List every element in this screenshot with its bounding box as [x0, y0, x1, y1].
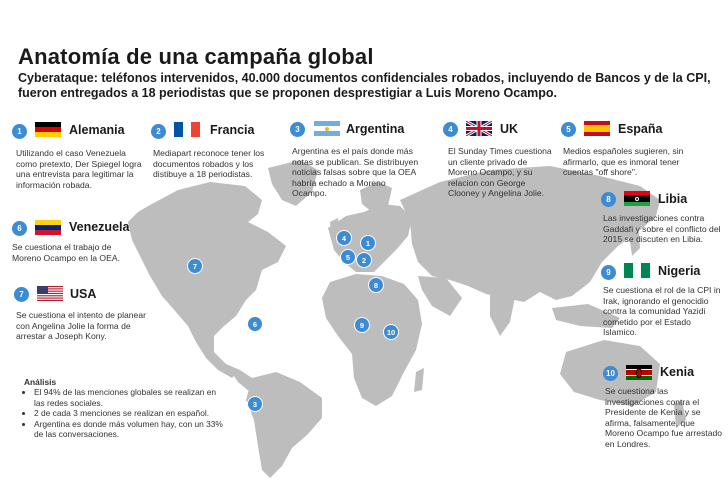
country-desc-libia: Las investigaciones contra Gaddafi y sob…	[603, 213, 721, 245]
map-marker-5[interactable]: 5	[341, 250, 355, 264]
country-name-francia: Francia	[210, 123, 255, 137]
country-desc-nigeria: Se cuestiona el rol de la CPI in Irak, i…	[603, 285, 721, 338]
number-badge-8: 8	[601, 192, 616, 207]
number-badge-10: 10	[603, 366, 618, 381]
country-name-uk: UK	[500, 122, 519, 136]
analysis-box: Análisis El 94% de las menciones globale…	[24, 377, 224, 439]
number-badge-5: 5	[561, 122, 576, 137]
country-desc-francia: Mediapart reconoce tener los documentos …	[153, 148, 265, 180]
kenya-flag-icon	[626, 365, 652, 380]
country-name-argentina: Argentina	[346, 122, 405, 136]
analysis-item: El 94% de las menciones globales se real…	[34, 387, 224, 408]
map-marker-3[interactable]: 3	[248, 397, 262, 411]
number-badge-1: 1	[12, 124, 27, 139]
page-subtitle: Cyberataque: teléfonos intervenidos, 40.…	[18, 71, 711, 100]
analysis-item: Argentina es donde más volumen hay, con …	[34, 419, 224, 440]
country-desc-usa: Se cuestiona el intento de planear con A…	[16, 310, 146, 342]
map-marker-1[interactable]: 1	[361, 236, 375, 250]
country-name-kenia: Kenia	[660, 365, 695, 379]
number-badge-4: 4	[443, 122, 458, 137]
country-desc-alemania: Utilizando el caso Venezuela como pretex…	[16, 148, 142, 190]
number-badge-9: 9	[601, 265, 616, 280]
number-badge-7: 7	[14, 287, 29, 302]
number-badge-3: 3	[290, 122, 305, 137]
country-desc-argentina: Argentina es el país donde más notas se …	[292, 146, 419, 199]
nigeria-flag-icon	[624, 263, 650, 278]
libya-flag-icon	[624, 191, 650, 206]
argentina-flag-icon	[314, 121, 340, 136]
country-name-usa: USA	[70, 287, 97, 301]
country-desc-kenia: Se cuestiona las investigaciones contra …	[605, 386, 723, 449]
country-name-alemania: Alemania	[69, 123, 125, 137]
analysis-item: 2 de cada 3 menciones se realizan en esp…	[34, 408, 224, 418]
germany-flag-icon	[35, 122, 61, 137]
map-marker-7[interactable]: 7	[188, 259, 202, 273]
country-desc-uk: El Sunday Times cuestiona un cliente pri…	[448, 146, 552, 199]
country-desc-venezuela: Se cuestiona el trabajo de Moreno Ocampo…	[12, 242, 120, 263]
country-name-nigeria: Nigeria	[658, 264, 701, 278]
country-name-espana: España	[618, 122, 663, 136]
number-badge-6: 6	[12, 221, 27, 236]
page-title: Anatomía de una campaña global	[18, 44, 374, 69]
venezuela-flag-icon	[35, 220, 61, 235]
map-marker-4[interactable]: 4	[337, 231, 351, 245]
spain-flag-icon	[584, 121, 610, 136]
map-marker-2[interactable]: 2	[357, 253, 371, 267]
country-name-venezuela: Venezuela	[69, 220, 130, 234]
country-desc-espana: Medios españoles sugieren, sin afirmarlo…	[563, 146, 684, 178]
map-marker-6[interactable]: 6	[248, 317, 262, 331]
france-flag-icon	[174, 122, 200, 137]
number-badge-2: 2	[151, 124, 166, 139]
uk-flag-icon	[466, 121, 492, 136]
map-marker-9[interactable]: 9	[355, 318, 369, 332]
map-marker-10[interactable]: 10	[384, 325, 398, 339]
map-marker-8[interactable]: 8	[369, 278, 383, 292]
usa-flag-icon	[37, 286, 63, 301]
analysis-heading: Análisis	[24, 377, 57, 387]
country-name-libia: Libia	[658, 192, 688, 206]
